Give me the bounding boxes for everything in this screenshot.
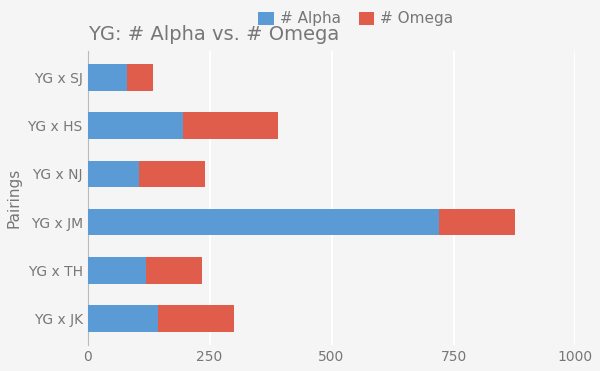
Bar <box>127 64 154 91</box>
Bar <box>88 257 146 283</box>
Bar <box>88 305 158 332</box>
Bar <box>158 305 234 332</box>
Y-axis label: Pairings: Pairings <box>7 168 22 228</box>
Bar <box>139 161 205 187</box>
Legend: # Alpha, # Omega: # Alpha, # Omega <box>252 5 460 33</box>
Bar <box>88 161 139 187</box>
Bar <box>88 209 439 235</box>
Bar <box>183 112 278 139</box>
Text: YG: # Alpha vs. # Omega: YG: # Alpha vs. # Omega <box>88 24 339 44</box>
Bar <box>88 112 183 139</box>
Bar <box>439 209 515 235</box>
Bar <box>88 64 127 91</box>
Bar <box>146 257 202 283</box>
